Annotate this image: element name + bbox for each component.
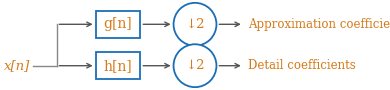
Text: ↓2: ↓2 [185,59,205,72]
Text: Detail coefficients: Detail coefficients [248,59,355,72]
Ellipse shape [174,44,216,87]
FancyBboxPatch shape [96,52,140,79]
Text: g[n]: g[n] [104,17,132,31]
FancyBboxPatch shape [96,11,140,38]
Ellipse shape [174,3,216,46]
Text: ↓2: ↓2 [185,18,205,31]
Text: x[n]: x[n] [4,59,30,72]
Text: Approximation coefficients: Approximation coefficients [248,18,390,31]
Text: h[n]: h[n] [104,59,132,73]
